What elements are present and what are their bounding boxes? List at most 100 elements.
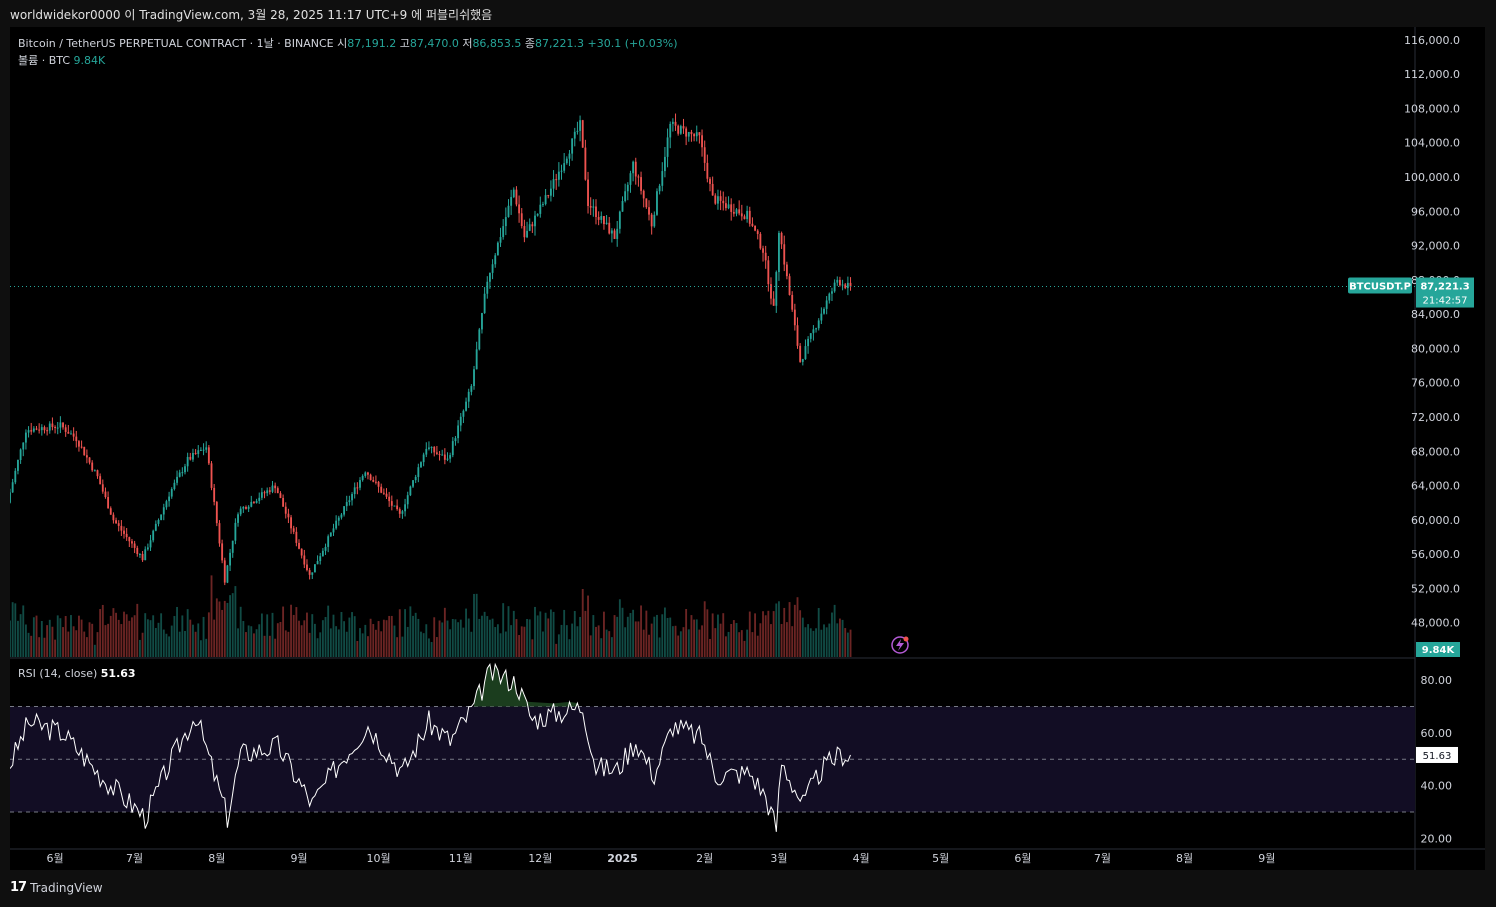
volume-bar	[679, 631, 682, 657]
volume-bar	[756, 635, 759, 657]
candle-body	[91, 462, 94, 471]
candle-body	[316, 561, 319, 565]
volume-bar	[759, 623, 762, 657]
volume-bar	[563, 609, 566, 657]
volume-bar	[648, 634, 650, 657]
symbol-name[interactable]: Bitcoin / TetherUS PERPETUAL CONTRACT · …	[18, 37, 334, 50]
symbol-tag[interactable]	[1348, 277, 1412, 294]
volume-bar	[282, 606, 285, 657]
candle-body	[173, 482, 176, 490]
candle-body	[677, 125, 680, 134]
volume-bar	[181, 615, 184, 657]
candle-body	[679, 126, 682, 134]
candle-body	[748, 210, 751, 224]
candle-body	[706, 162, 709, 179]
volume-bar	[634, 621, 637, 657]
volume-bar	[202, 616, 205, 657]
candle-body	[701, 135, 703, 148]
candle-body	[176, 476, 178, 483]
candle-body	[656, 191, 658, 215]
volume-bar	[388, 615, 391, 657]
candle-body	[788, 276, 791, 295]
volume-bar	[51, 626, 54, 657]
candle-body	[595, 206, 597, 218]
candle-body	[762, 248, 764, 253]
candle-body	[685, 128, 688, 137]
volume-bar	[14, 603, 17, 657]
volume-bar	[22, 605, 25, 657]
chart-canvas[interactable]: 116,000.0 112,000.0 108,000.0 104,000.0 100,…	[10, 27, 1485, 870]
candle-body	[313, 564, 316, 573]
volume-bar	[618, 599, 621, 657]
volume-bar	[446, 620, 449, 657]
volume-bar	[571, 623, 574, 657]
candle-body	[528, 224, 531, 231]
candle-body	[735, 209, 738, 214]
candle-body	[154, 523, 157, 531]
candle-body	[398, 509, 401, 514]
candle-body	[616, 228, 619, 239]
volume-bar	[783, 607, 786, 657]
volume-bar	[93, 644, 96, 657]
volume-bar	[738, 632, 741, 657]
candle-body	[589, 205, 592, 208]
candle-body	[518, 204, 521, 214]
candle-body	[785, 264, 788, 277]
candle-body	[19, 449, 22, 460]
volume-bar	[133, 615, 136, 657]
candle-body	[841, 284, 844, 286]
candle-body	[584, 147, 587, 180]
candle-body	[152, 530, 155, 541]
volume-bar	[165, 633, 168, 657]
candle-body	[807, 338, 810, 347]
candle-body	[319, 556, 322, 562]
candle-body	[502, 226, 505, 238]
volume-bar	[83, 631, 86, 657]
volume-bar	[128, 620, 131, 657]
footer-brand[interactable]: 17 TradingView	[10, 880, 103, 895]
volume-bar	[306, 612, 308, 657]
candle-body	[393, 505, 396, 507]
candle-body	[215, 501, 218, 524]
volume-bar	[239, 606, 242, 657]
volume-bar	[396, 637, 399, 657]
volume-bar	[255, 629, 258, 657]
candle-body	[213, 487, 216, 502]
volume-bar	[46, 625, 49, 657]
volume-bar	[727, 631, 730, 657]
candle-body	[592, 206, 595, 208]
volume-tag	[1416, 642, 1460, 657]
candle-body	[496, 242, 499, 256]
candle-body	[210, 463, 213, 488]
volume-label[interactable]: 볼륨 · BTC	[18, 54, 71, 67]
candle-body	[828, 293, 831, 301]
candle-body	[804, 346, 807, 360]
volume-bar	[271, 612, 274, 657]
rsi-axis-tick-label: 40.00	[1421, 780, 1453, 793]
volume-bar	[714, 628, 717, 657]
chart-frame[interactable]: 116,000.0 112,000.0 108,000.0 104,000.0 100,…	[10, 27, 1485, 870]
volume-bar	[528, 619, 531, 657]
candle-body	[390, 501, 393, 506]
volume-bar	[669, 617, 672, 657]
time-axis-tick-label: 6월	[1014, 852, 1031, 865]
open-value: 87,191.2	[347, 37, 397, 50]
volume-bar	[695, 619, 698, 657]
candle-body	[542, 204, 544, 206]
volume-bar	[778, 601, 780, 657]
candle-body	[449, 455, 452, 459]
rsi-axis-tick-label: 60.00	[1421, 727, 1453, 740]
volume-bar	[131, 617, 133, 657]
time-axis-tick-label: 7월	[126, 852, 143, 865]
candle-body	[300, 548, 303, 556]
volume-bar	[536, 615, 539, 657]
candle-body	[417, 467, 420, 477]
volume-bar	[406, 626, 409, 657]
volume-bar	[390, 615, 393, 657]
volume-bar	[428, 638, 430, 657]
rsi-label[interactable]: RSI (14, close)	[18, 667, 98, 680]
lightning-alert-icon[interactable]	[891, 636, 909, 654]
volume-bar	[353, 616, 356, 657]
candle-body	[202, 449, 205, 451]
candle-body	[290, 517, 292, 529]
